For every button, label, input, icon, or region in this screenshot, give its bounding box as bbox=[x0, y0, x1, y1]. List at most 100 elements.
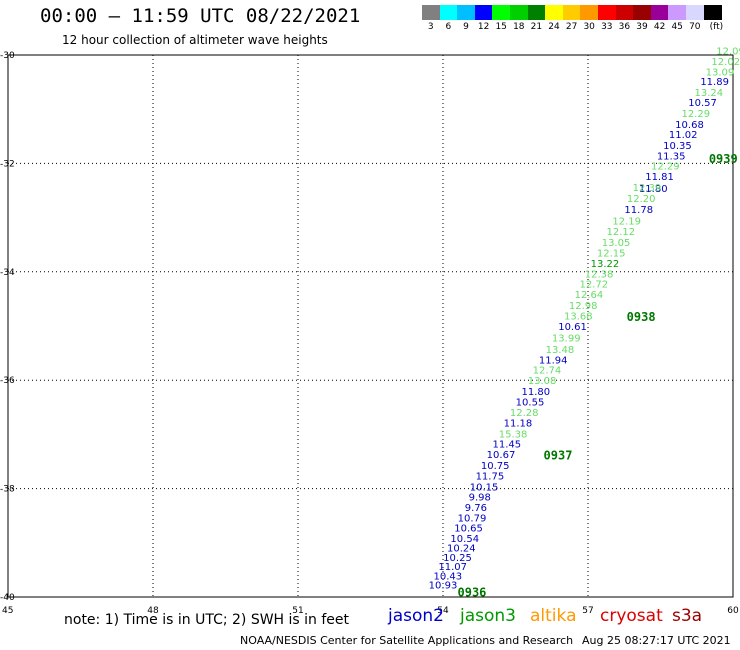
y-tick-label: -36 bbox=[0, 376, 15, 386]
wave-height-label: 11.75 bbox=[476, 472, 505, 483]
legend-label: 30 bbox=[583, 22, 595, 32]
wave-height-label: 10.75 bbox=[481, 461, 510, 472]
legend-label: (ft) bbox=[709, 22, 724, 32]
x-tick-label: 57 bbox=[582, 606, 593, 616]
wave-height-label: 10.65 bbox=[454, 524, 483, 535]
wave-height-label: 10.93 bbox=[429, 581, 458, 592]
wave-height-label: 13.09 bbox=[706, 67, 735, 78]
wave-height-label: 10.79 bbox=[458, 513, 487, 524]
satellite-altika-label: altika bbox=[530, 606, 577, 626]
legend-swatch bbox=[422, 5, 441, 20]
y-tick-label: -34 bbox=[0, 268, 15, 278]
wave-height-label: 12.28 bbox=[510, 408, 539, 419]
legend-label: 39 bbox=[636, 22, 648, 32]
map-frame bbox=[7, 54, 734, 598]
legend-label: 12 bbox=[477, 22, 490, 32]
wave-height-label: 10.67 bbox=[487, 450, 516, 461]
wave-height-label: 11.80 bbox=[639, 184, 668, 195]
x-tick-label: 60 bbox=[727, 606, 739, 616]
wave-height-label: 10.57 bbox=[688, 98, 717, 109]
legend-swatch bbox=[439, 5, 458, 20]
legend-swatch bbox=[474, 5, 493, 20]
satellite-cryosat-label: cryosat bbox=[600, 606, 663, 626]
satellite-jason3-label: jason3 bbox=[460, 606, 516, 626]
wave-height-label: 12.72 bbox=[579, 280, 608, 291]
wave-height-label: 12.09 bbox=[716, 47, 740, 58]
time-label: 0939 bbox=[709, 152, 738, 166]
wave-height-label: 10.68 bbox=[675, 120, 704, 131]
time-label: 0936 bbox=[458, 586, 487, 600]
x-tick-label: 48 bbox=[147, 606, 159, 616]
wave-height-label: 12.98 bbox=[569, 301, 598, 312]
wave-height-label: 12.20 bbox=[627, 194, 656, 205]
wave-height-label: 12.38 bbox=[585, 269, 614, 280]
satellite-jason2-label: jason2 bbox=[388, 606, 444, 626]
legend-swatch bbox=[650, 5, 669, 20]
y-tick-label: -38 bbox=[0, 485, 15, 495]
wave-height-label: 11.78 bbox=[624, 205, 653, 216]
wave-height-label: 11.18 bbox=[504, 418, 533, 429]
legend-label: 6 bbox=[445, 22, 452, 32]
legend-label: 3 bbox=[427, 22, 434, 32]
wave-height-label: 10.43 bbox=[434, 571, 463, 582]
legend-swatch bbox=[492, 5, 511, 20]
wave-height-label: 12.64 bbox=[575, 290, 604, 301]
wave-height-label: 13.22 bbox=[591, 259, 620, 270]
timestamp-text: Aug 25 08:27:17 UTC 2021 bbox=[582, 634, 731, 647]
wave-height-label: 13.68 bbox=[564, 312, 593, 323]
legend-swatch bbox=[580, 5, 599, 20]
legend-label: 9 bbox=[463, 22, 469, 32]
legend-swatch bbox=[545, 5, 564, 20]
wave-height-label: 13.24 bbox=[695, 88, 724, 99]
legend-swatch bbox=[686, 5, 705, 20]
wave-height-label: 11.02 bbox=[669, 130, 698, 141]
wave-height-label: 10.54 bbox=[450, 534, 479, 545]
legend-label: 36 bbox=[618, 22, 631, 32]
wave-height-label: 12.74 bbox=[533, 365, 562, 376]
legend-label: 27 bbox=[565, 22, 578, 32]
wave-height-label: 9.76 bbox=[465, 503, 487, 514]
legend-swatch bbox=[562, 5, 581, 20]
credit-text: NOAA/NESDIS Center for Satellite Applica… bbox=[240, 634, 574, 647]
y-tick-label: -30 bbox=[0, 51, 15, 61]
legend-label: 24 bbox=[548, 22, 560, 32]
wave-height-label: 12.39 bbox=[633, 183, 662, 194]
wave-height-label: 10.61 bbox=[558, 322, 587, 333]
wave-height-label: 13.48 bbox=[546, 345, 575, 356]
x-tick-label: 45 bbox=[2, 606, 13, 616]
time-label: 0937 bbox=[544, 449, 573, 463]
page-title: 00:00 – 11:59 UTC 08/22/2021 bbox=[40, 5, 361, 27]
wave-height-label: 11.07 bbox=[438, 562, 467, 573]
wave-height-label: 10.35 bbox=[663, 141, 692, 152]
y-tick-label: -32 bbox=[0, 159, 15, 169]
wave-height-label: 12.02 bbox=[711, 57, 740, 68]
wave-height-label: 13.05 bbox=[602, 238, 631, 249]
units-note: note: 1) Time is in UTC; 2) SWH is in fe… bbox=[64, 612, 350, 628]
legend-label: 70 bbox=[689, 22, 701, 32]
wave-height-label: 13.08 bbox=[528, 376, 557, 387]
wave-height-label: 10.24 bbox=[447, 544, 476, 555]
legend-swatch bbox=[615, 5, 634, 20]
legend-label: 15 bbox=[495, 22, 507, 32]
wave-height-label: 11.94 bbox=[539, 356, 568, 367]
wave-height-label: 10.55 bbox=[516, 397, 545, 408]
wave-height-label: 12.12 bbox=[607, 227, 636, 238]
x-tick-label: 54 bbox=[437, 606, 449, 616]
wave-height-label: 10.25 bbox=[443, 553, 472, 564]
legend-swatch bbox=[457, 5, 476, 20]
wave-height-label: 10.15 bbox=[470, 482, 499, 493]
wave-height-label: 12.29 bbox=[681, 109, 710, 120]
legend-swatch bbox=[527, 5, 546, 20]
wave-height-label: 11.89 bbox=[700, 77, 729, 88]
legend-swatch bbox=[668, 5, 687, 20]
page-subtitle: 12 hour collection of altimeter wave hei… bbox=[62, 33, 328, 47]
satellite-s3a-label: s3a bbox=[672, 606, 703, 626]
x-tick-label: 51 bbox=[292, 606, 303, 616]
wave-height-label: 11.45 bbox=[492, 440, 521, 451]
wave-height-label: 12.29 bbox=[651, 162, 680, 173]
legend-swatch bbox=[633, 5, 652, 20]
legend-swatch bbox=[703, 5, 722, 20]
legend-swatch bbox=[510, 5, 529, 20]
